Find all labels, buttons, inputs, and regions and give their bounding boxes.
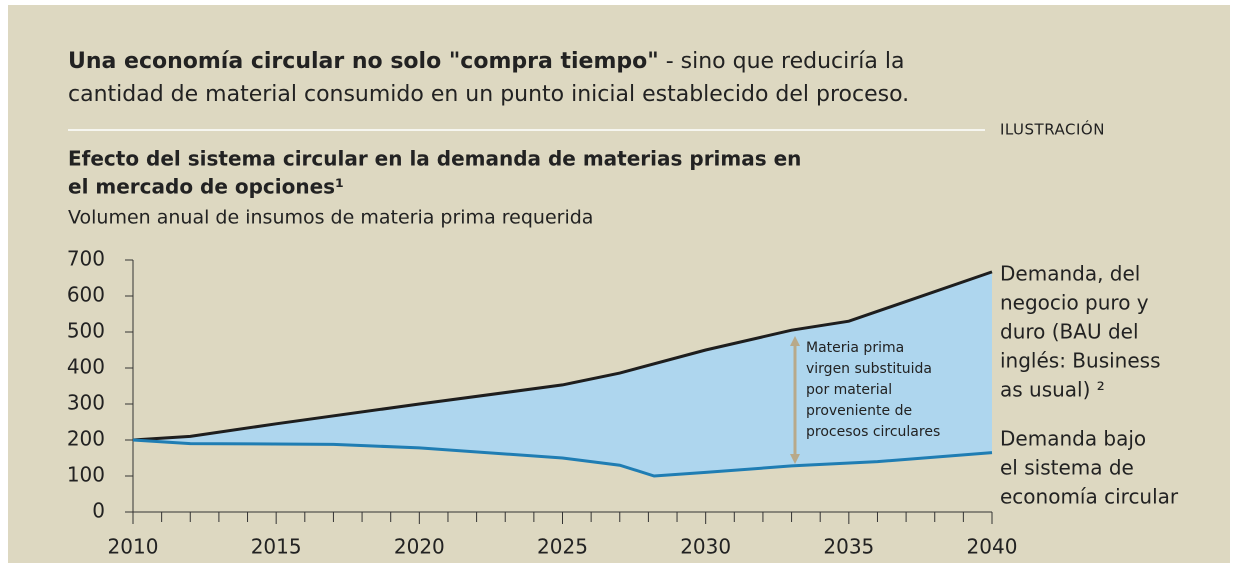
x-tick-label: 2020	[394, 535, 445, 559]
series-label: economía circular	[1000, 485, 1179, 509]
y-tick-label: 200	[67, 427, 105, 451]
headline-rest: - sino que reduciría la	[659, 49, 905, 74]
x-tick-label: 2035	[823, 535, 874, 559]
panel	[8, 5, 1230, 563]
series-line	[132, 438, 993, 478]
x-tick-label: 2010	[108, 535, 159, 559]
annotation: virgen substituida	[806, 361, 932, 377]
series-label: Demanda, del	[1000, 262, 1140, 286]
x-tick-label: 2040	[967, 535, 1018, 559]
chart-subtitle: Volumen anual de insumos de materia prim…	[68, 207, 593, 229]
y-tick-label: 400	[67, 355, 105, 379]
series-label: el sistema de	[1000, 456, 1134, 480]
series-label: as usual) ²	[1000, 378, 1105, 402]
annotation: procesos circulares	[806, 424, 940, 440]
series-label: Demanda bajo	[1000, 427, 1146, 451]
series-label: inglés: Business	[1000, 349, 1161, 373]
arrow-head	[790, 336, 800, 346]
x-tick-label: 2030	[680, 535, 731, 559]
x-tick-label: 2025	[537, 535, 588, 559]
headline: Una economía circular no solo "compra ti…	[68, 49, 905, 74]
chart-title: el mercado de opciones¹	[68, 175, 344, 199]
y-tick-label: 600	[67, 283, 105, 307]
series-label: negocio puro y	[1000, 291, 1149, 315]
arrow-head	[790, 454, 800, 464]
y-tick-label: 0	[92, 499, 105, 523]
tag: ILUSTRACIÓN	[1000, 120, 1105, 139]
series-label: duro (BAU del	[1000, 320, 1139, 344]
annotation: Materia prima	[806, 340, 904, 356]
y-tick-label: 100	[67, 463, 105, 487]
x-tick-label: 2015	[251, 535, 302, 559]
annotation: proveniente de	[806, 403, 912, 419]
headline-line: cantidad de material consumido en un pun…	[68, 82, 909, 107]
y-tick-label: 500	[67, 319, 105, 343]
gap-area	[133, 271, 992, 476]
y-tick-label: 300	[67, 391, 105, 415]
chart-title: Efecto del sistema circular en la demand…	[68, 147, 801, 171]
annotation: por material	[806, 382, 892, 398]
y-tick-label: 700	[67, 247, 105, 271]
headline-bold: Una economía circular no solo "compra ti…	[68, 49, 659, 74]
series-line	[132, 270, 993, 442]
